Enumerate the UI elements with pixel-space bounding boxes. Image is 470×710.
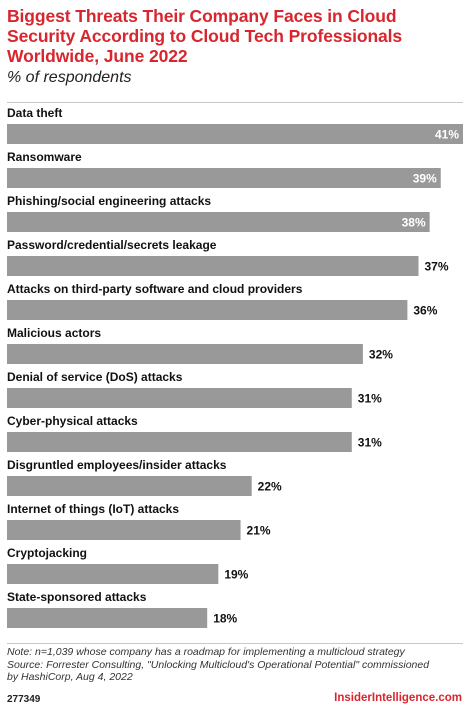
source-text-line-1: Source: Forrester Consulting, "Unlocking… [7, 658, 430, 671]
value-label: 41% [435, 128, 459, 142]
bar [7, 344, 363, 364]
value-label: 18% [213, 612, 237, 626]
note-text: Note: n=1,039 whose company has a roadma… [7, 646, 405, 658]
category-label: Attacks on third-party software and clou… [7, 282, 303, 296]
bar [7, 476, 252, 496]
category-label: Disgruntled employees/insider attacks [7, 458, 227, 472]
category-label: Internet of things (IoT) attacks [7, 502, 179, 516]
value-label: 39% [413, 172, 437, 186]
chart-subtitle: % of respondents [7, 69, 132, 86]
value-label: 22% [258, 480, 282, 494]
bar [7, 432, 352, 452]
category-label: Phishing/social engineering attacks [7, 194, 211, 208]
chart-id: 277349 [7, 694, 41, 705]
bar [7, 256, 419, 276]
bar [7, 124, 463, 144]
category-label: Password/credential/secrets leakage [7, 238, 217, 252]
value-label: 21% [247, 524, 271, 538]
bar [7, 608, 208, 628]
value-label: 37% [425, 260, 449, 274]
category-label: Cryptojacking [7, 546, 87, 560]
category-label: Cyber-physical attacks [7, 414, 138, 428]
bar [7, 520, 241, 540]
brand-link[interactable]: InsiderIntelligence.com [334, 692, 462, 704]
category-label: Data theft [7, 106, 62, 120]
bar [7, 300, 408, 320]
value-label: 31% [358, 436, 382, 450]
value-label: 38% [402, 216, 426, 230]
bar [7, 212, 430, 232]
chart-header: Biggest Threats Their Company Faces in C… [7, 6, 467, 88]
value-label: 32% [369, 348, 393, 362]
bar-chart: Data theft 41% Ransomware 39% Phishing/socia… [7, 106, 463, 628]
source-text-line-2: by HashiCorp, Aug 4, 2022 [7, 671, 133, 683]
bottom-divider [7, 643, 463, 644]
top-divider [7, 102, 463, 103]
value-label: 36% [413, 304, 437, 318]
footnotes: Note: n=1,039 whose company has a roadma… [7, 646, 463, 684]
value-label: 31% [358, 392, 382, 406]
bar [7, 564, 219, 584]
bar [7, 388, 352, 408]
category-label: Denial of service (DoS) attacks [7, 370, 183, 384]
category-label: State-sponsored attacks [7, 590, 147, 604]
value-label: 19% [224, 568, 248, 582]
bar [7, 168, 441, 188]
category-label: Malicious actors [7, 326, 101, 340]
category-label: Ransomware [7, 150, 82, 164]
chart-title: Biggest Threats Their Company Faces in C… [7, 6, 403, 66]
